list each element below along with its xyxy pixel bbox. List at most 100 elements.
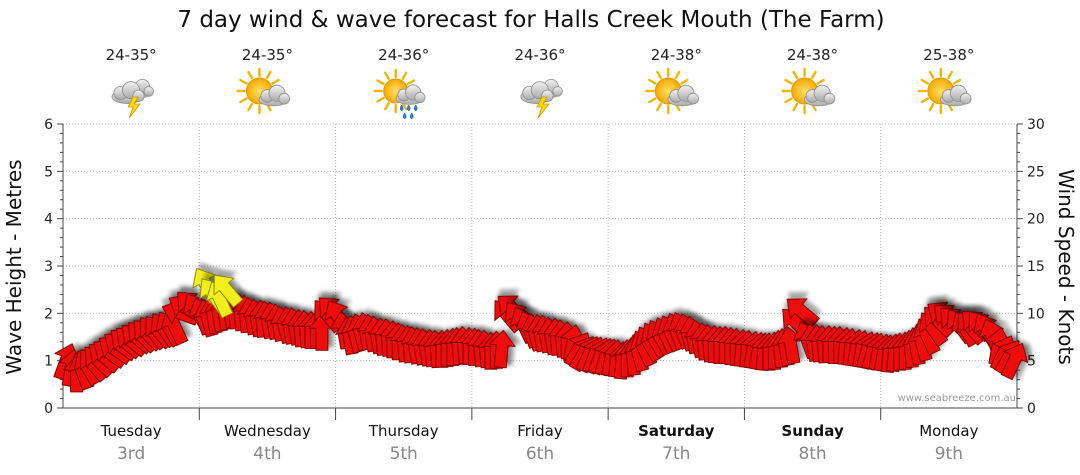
left-tick-label: 6 xyxy=(44,117,53,133)
day-label: Tuesday xyxy=(100,422,162,440)
cloud-puff xyxy=(143,86,154,97)
sun-rays xyxy=(373,68,418,114)
sun-ray xyxy=(784,78,793,85)
partly-sunny-icon xyxy=(781,67,836,115)
wind-arrow xyxy=(1000,343,1029,380)
sun-ray xyxy=(247,102,254,112)
rain-drop xyxy=(399,104,404,112)
date-label: 5th xyxy=(390,444,418,464)
cloud-shape xyxy=(803,84,836,107)
storm-icon xyxy=(520,79,563,119)
sun-ray xyxy=(648,78,657,85)
grid xyxy=(63,123,1017,408)
date-label: 8th xyxy=(798,444,826,464)
sun-ray xyxy=(239,78,248,85)
rain-drop xyxy=(402,112,407,120)
day-label: Friday xyxy=(517,422,563,440)
credit-text: www.seabreeze.com.au xyxy=(898,393,1016,404)
left-axis-title: Wave Height - Metres xyxy=(2,159,26,374)
sun-ray xyxy=(265,70,272,80)
right-tick-label: 20 xyxy=(1027,212,1045,228)
day-label: Wednesday xyxy=(224,422,311,440)
sun-ray xyxy=(928,70,935,80)
right-axis-title: Wind Speed - Knots xyxy=(1054,169,1078,365)
sun-ray xyxy=(784,97,793,104)
rain-drop xyxy=(406,104,411,112)
left-tick-label: 3 xyxy=(44,259,53,275)
rain-drop xyxy=(409,112,414,120)
cloud-shape xyxy=(258,84,291,107)
axes: 0 1 2 3 4 5 6 0 5 10 15 20 25 30 Tuesday 3rd Wednesday 4t… xyxy=(44,117,1045,464)
wind-arrows xyxy=(53,290,1029,393)
right-tick-label: 5 xyxy=(1027,354,1036,370)
cloud-puff xyxy=(823,92,836,105)
sun-ray xyxy=(376,96,385,103)
sun-ray xyxy=(928,102,935,112)
sun-ray xyxy=(952,78,962,85)
sun-ray xyxy=(384,71,390,81)
cloud-puff xyxy=(687,92,699,105)
date-label: 4th xyxy=(253,444,281,464)
left-tick-label: 4 xyxy=(44,212,53,228)
sun-ray xyxy=(680,78,689,85)
left-tick-label: 1 xyxy=(44,354,53,370)
sun-ray xyxy=(656,102,662,112)
partly-sunny-icon xyxy=(645,67,699,115)
wind-arrow xyxy=(488,329,516,369)
sun-ray xyxy=(271,78,280,85)
sun-ray xyxy=(247,70,254,80)
wave-arrows xyxy=(192,267,244,319)
cloud-puff xyxy=(278,92,291,105)
temp-range-label: 24-36° xyxy=(514,46,565,64)
wave-arrow xyxy=(213,274,244,308)
sun-ray xyxy=(656,70,662,80)
cloud-shape xyxy=(940,84,972,107)
sun-ray xyxy=(947,70,954,80)
partly-sunny-icon xyxy=(236,67,291,115)
sun-ray xyxy=(648,97,657,104)
left-tick-label: 2 xyxy=(44,306,53,322)
day-label: Sunday xyxy=(781,422,844,440)
left-tick-label: 5 xyxy=(44,164,53,180)
sun-ray xyxy=(384,101,390,111)
right-tick-label: 30 xyxy=(1027,117,1045,133)
right-tick-label: 10 xyxy=(1027,306,1045,322)
weather-icons: 24-35° 24-35° 24-36° 24-36° 24-38° 24-38° 25-3… xyxy=(106,46,974,120)
sun-ray xyxy=(401,101,408,111)
sun-ray xyxy=(674,70,681,80)
cloud-puff xyxy=(552,86,563,97)
date-label: 7th xyxy=(662,444,690,464)
temp-range-label: 24-35° xyxy=(242,46,293,64)
temp-range-label: 24-35° xyxy=(106,46,157,64)
date-label: 9th xyxy=(935,444,963,464)
right-tick-label: 15 xyxy=(1027,259,1045,275)
rain-drops xyxy=(399,104,418,120)
temp-range-label: 24-38° xyxy=(787,46,838,64)
temp-range-label: 24-38° xyxy=(651,46,702,64)
lightning-bolt xyxy=(536,96,550,119)
cloud-puff xyxy=(959,92,972,105)
sun-ray xyxy=(920,97,930,104)
right-tick-label: 0 xyxy=(1027,401,1036,417)
day-label: Saturday xyxy=(638,422,715,440)
date-label: 6th xyxy=(526,444,554,464)
cloud-shape xyxy=(667,84,699,107)
lightning-bolt xyxy=(127,96,141,119)
cloud-puff xyxy=(414,92,426,104)
storm-icon xyxy=(111,79,154,119)
sun-ray xyxy=(792,102,799,112)
sun-ray xyxy=(406,79,416,86)
date-label: 3rd xyxy=(117,444,145,464)
cloud-shape xyxy=(395,84,426,105)
right-tick-label: 25 xyxy=(1027,164,1045,180)
temp-range-label: 25-38° xyxy=(923,46,974,64)
sun-ray xyxy=(239,97,248,104)
sun-ray xyxy=(376,79,385,86)
sun-ray xyxy=(816,78,825,85)
rain-drop xyxy=(413,104,418,112)
sun-ray xyxy=(401,71,408,81)
day-label: Thursday xyxy=(368,422,439,440)
sun-ray xyxy=(810,70,817,80)
temp-range-label: 24-36° xyxy=(378,46,429,64)
